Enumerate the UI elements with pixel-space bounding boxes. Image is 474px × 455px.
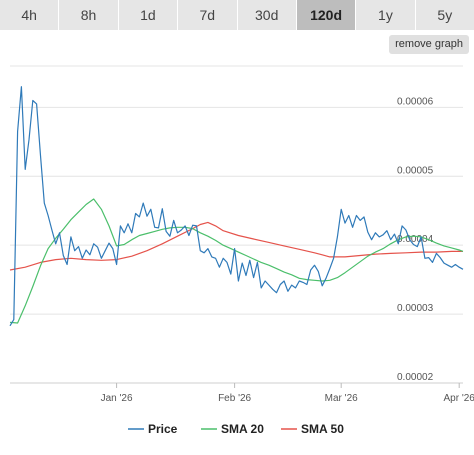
tab-1d[interactable]: 1d bbox=[118, 0, 179, 30]
tab-1y[interactable]: 1y bbox=[356, 0, 416, 30]
y-tick-label: 0.00002 bbox=[397, 372, 434, 383]
tab-7d[interactable]: 7d bbox=[178, 0, 238, 30]
legend-item-price[interactable]: Price bbox=[148, 422, 178, 436]
x-tick-label: Mar '26 bbox=[325, 393, 358, 404]
remove-graph-button[interactable]: remove graph bbox=[389, 35, 469, 54]
tab-8h[interactable]: 8h bbox=[59, 0, 119, 30]
time-range-tabs: 4h 8h 1d 7d 30d 120d 1y 5y bbox=[0, 0, 474, 30]
y-tick-label: 0.00004 bbox=[397, 234, 434, 245]
y-tick-label: 0.00006 bbox=[397, 96, 434, 107]
legend-item-sma-20[interactable]: SMA 20 bbox=[221, 422, 264, 436]
tab-5y[interactable]: 5y bbox=[415, 0, 474, 30]
tab-4h[interactable]: 4h bbox=[0, 0, 60, 30]
legend-item-sma-50[interactable]: SMA 50 bbox=[301, 422, 344, 436]
series-line-sma-50 bbox=[9, 221, 463, 271]
tab-30d[interactable]: 30d bbox=[237, 0, 297, 30]
x-tick-label: Feb '26 bbox=[218, 393, 251, 404]
series-line-price bbox=[9, 86, 464, 327]
x-tick-label: Apr '26 bbox=[444, 393, 474, 404]
x-tick-label: Jan '26 bbox=[101, 393, 133, 404]
tab-120d[interactable]: 120d bbox=[296, 0, 357, 30]
y-tick-label: 0.00003 bbox=[397, 303, 434, 314]
y-tick-label: 0.00005 bbox=[397, 165, 434, 176]
series-line-sma-20 bbox=[9, 198, 464, 324]
